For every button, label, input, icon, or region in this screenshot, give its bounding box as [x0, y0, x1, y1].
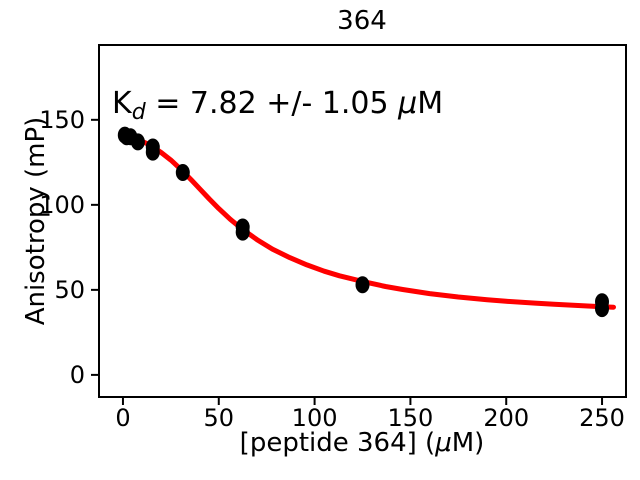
kd-unit: M	[417, 86, 444, 121]
x-tick-label: 250	[579, 404, 625, 432]
kd-symbol: K	[112, 86, 132, 121]
chart-title: 364	[337, 6, 387, 36]
kd-subscript: d	[131, 100, 146, 125]
kd-annotation: Kd = 7.82 +/- 1.05 μM	[112, 86, 443, 125]
x-tick-label: 50	[203, 404, 234, 432]
kd-mu: μ	[398, 86, 418, 121]
fit-line	[122, 133, 616, 310]
axes-border	[98, 44, 627, 398]
x-axis-label: [peptide 364] (μM)	[240, 428, 485, 458]
data-point	[175, 164, 190, 181]
x-tick-label: 150	[388, 404, 434, 432]
data-point	[235, 223, 250, 241]
x-tick-label: 200	[483, 404, 529, 432]
x-axis-label-pre: [peptide 364] (	[239, 428, 436, 458]
data-point	[145, 143, 160, 161]
y-tick-label: 100	[39, 191, 85, 219]
x-tick-label: 100	[292, 404, 338, 432]
kd-value-text: = 7.82 +/- 1.05	[145, 86, 399, 121]
data-point	[130, 133, 145, 151]
y-tick-label: 50	[54, 276, 85, 304]
y-tick-label: 0	[70, 361, 85, 389]
data-point	[355, 276, 370, 294]
data-point	[595, 300, 609, 318]
y-axis-label: Anisotropy (mP)	[21, 116, 51, 326]
y-tick-label: 150	[39, 106, 85, 134]
x-axis-label-post: M)	[451, 428, 485, 458]
x-tick-label: 0	[115, 404, 130, 432]
x-axis-label-mu: μ	[435, 428, 452, 458]
